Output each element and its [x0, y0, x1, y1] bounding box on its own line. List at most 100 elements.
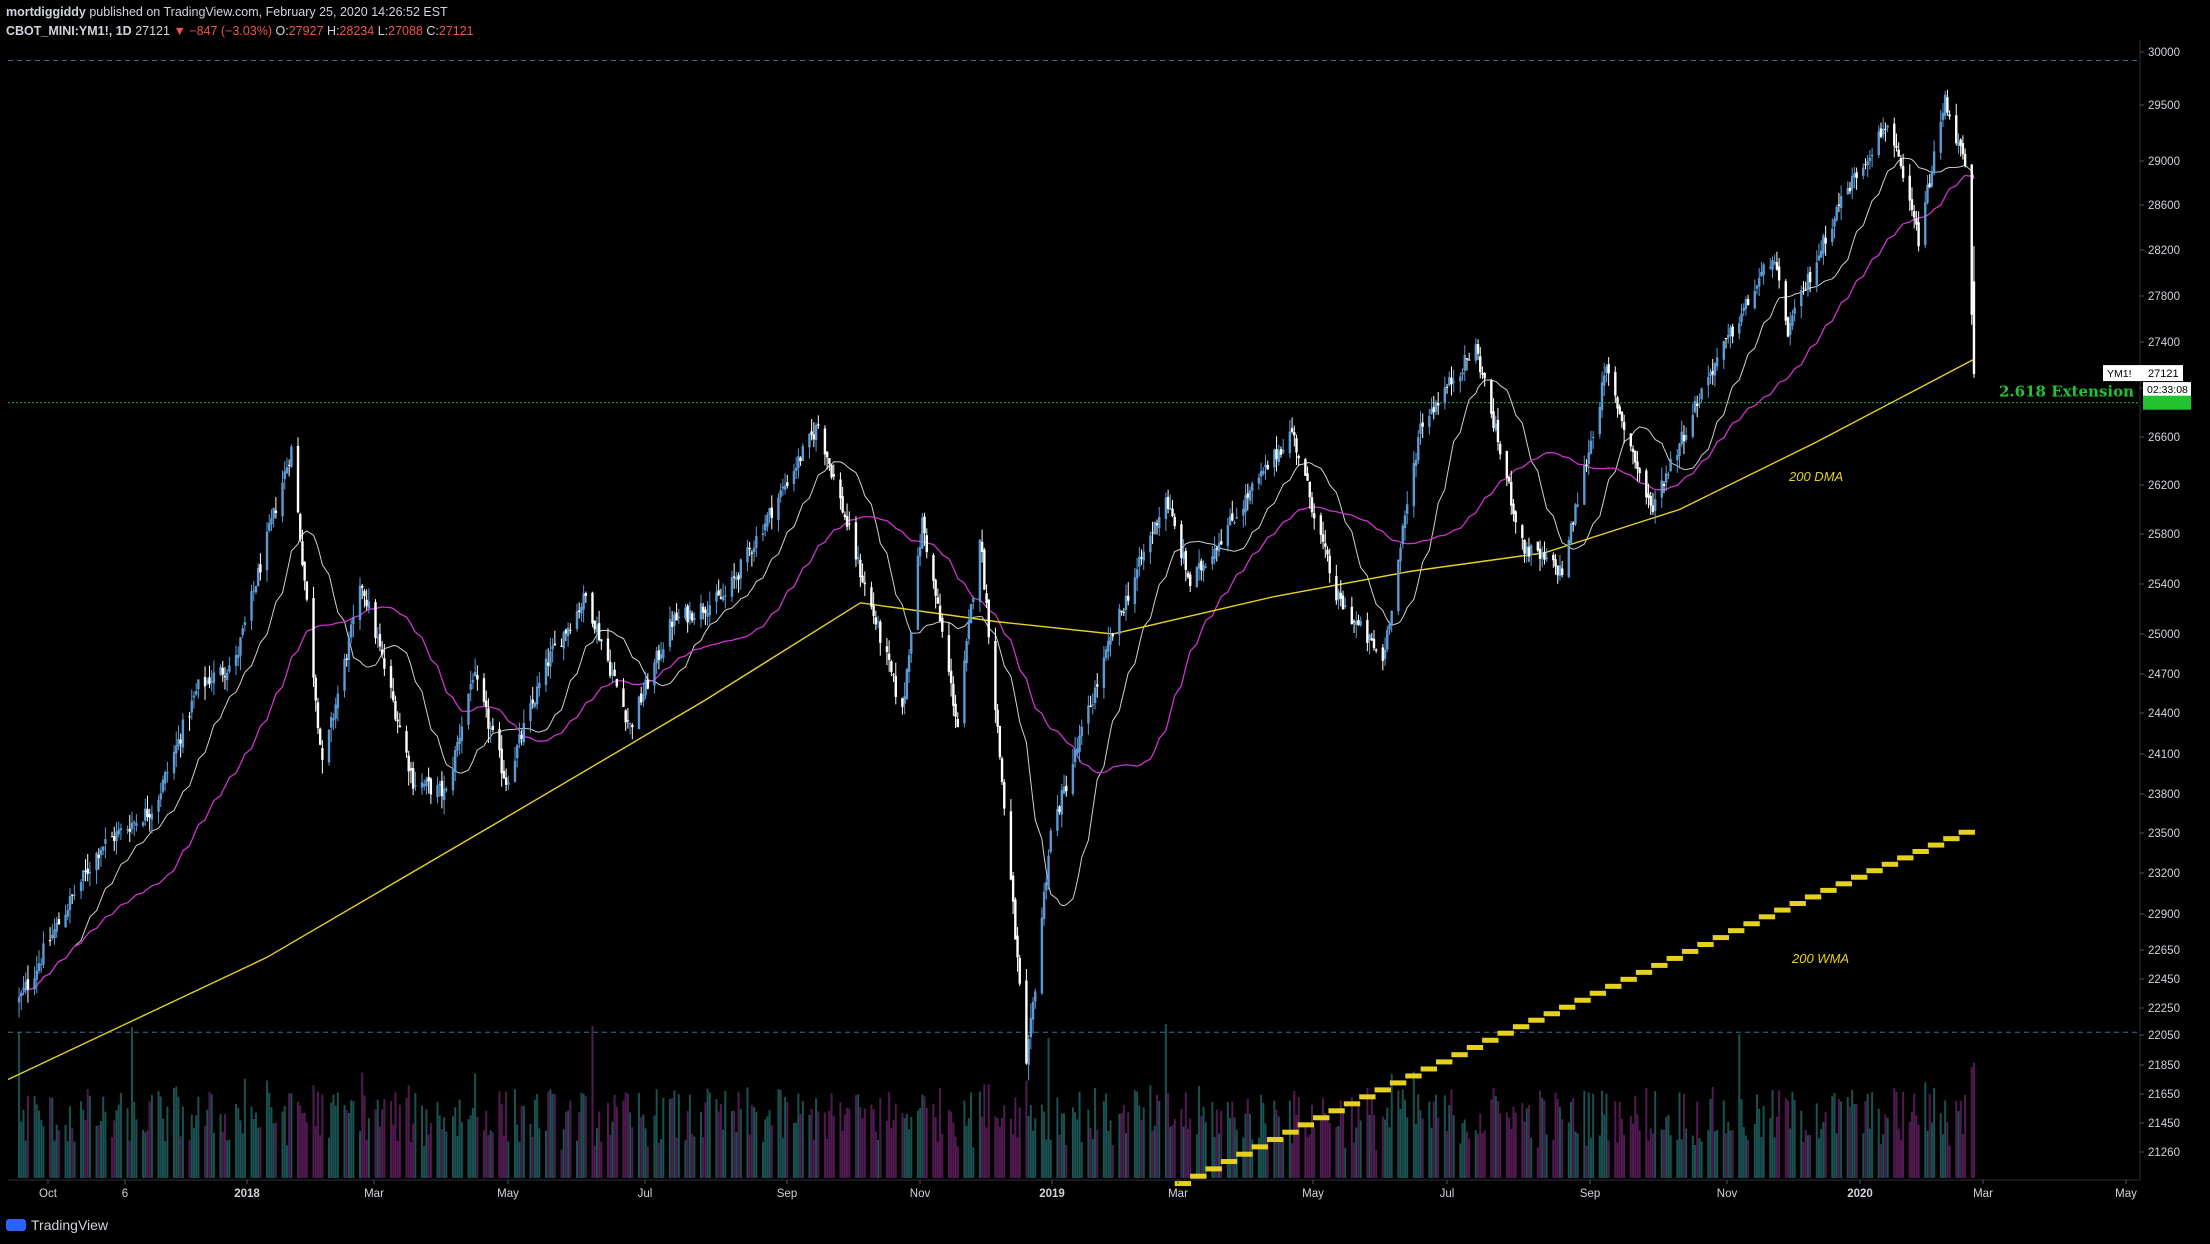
volume-bar — [892, 1119, 895, 1178]
candle-body — [1682, 434, 1686, 442]
volume-bar — [374, 1109, 377, 1178]
candle-body — [55, 922, 58, 932]
volume-bar — [1461, 1122, 1464, 1178]
volume-bar — [113, 1120, 116, 1178]
candle-body — [1226, 524, 1230, 547]
candle-body — [458, 737, 461, 744]
candle-body — [1324, 543, 1327, 547]
candle-body — [1091, 704, 1095, 706]
candle-body — [1943, 94, 1947, 116]
chart-labels: 2.618 Extension 200 DMA 200 WMA — [1788, 383, 2134, 966]
candle-body — [429, 778, 433, 795]
volume-bar — [808, 1114, 811, 1178]
y-tick-label: 27800 — [2148, 291, 2180, 303]
moving-averages — [7, 157, 1975, 1081]
candle-body — [783, 485, 787, 490]
volume-bar — [37, 1110, 40, 1178]
candle-body — [566, 627, 570, 637]
candle-body — [48, 940, 52, 942]
volume-bar — [1065, 1144, 1068, 1178]
volume-bar — [766, 1116, 769, 1178]
volume-bar — [770, 1125, 773, 1178]
candle-body — [1436, 403, 1440, 406]
candle-body — [994, 640, 997, 711]
candle-body — [544, 658, 548, 685]
candle-body — [42, 943, 45, 965]
candle-body — [228, 665, 231, 672]
volume-bar — [1153, 1125, 1156, 1178]
candle-body — [1600, 382, 1604, 411]
price-change: −847 (−3.03%) — [189, 24, 272, 38]
wma-step — [1620, 976, 1637, 982]
candle-body — [392, 691, 395, 701]
volume-bar — [691, 1133, 694, 1178]
candle-body — [1846, 188, 1849, 195]
volume-bar — [438, 1115, 441, 1178]
candle-body — [1200, 560, 1203, 571]
candle-body — [1211, 556, 1214, 565]
volume-bar — [1434, 1094, 1437, 1178]
candle-body — [564, 629, 568, 634]
candle-body — [923, 516, 926, 534]
volume-bar — [553, 1093, 556, 1178]
volume-bar — [407, 1085, 410, 1178]
tradingview-logo[interactable]: TradingView — [6, 1217, 108, 1233]
volume-bar — [1620, 1118, 1623, 1178]
volume-bar — [1536, 1147, 1539, 1178]
candle-body — [1715, 357, 1719, 367]
candle-body — [427, 776, 430, 782]
volume-bar — [1477, 1133, 1480, 1178]
volume-bar — [40, 1120, 43, 1178]
price-chart[interactable]: 2.618 Extension 200 DMA 200 WMA 30000 29500… — [0, 0, 2210, 1206]
volume-bar — [1884, 1114, 1887, 1178]
volume-bar — [1045, 1139, 1048, 1178]
volume-bar — [1722, 1100, 1725, 1178]
candle-body — [1899, 158, 1903, 167]
candle-body — [281, 482, 284, 517]
volume-bar — [1561, 1119, 1564, 1178]
candle-body — [874, 617, 878, 625]
volume-bar — [409, 1142, 412, 1178]
volume-bar — [1713, 1131, 1716, 1178]
candle-body — [1047, 855, 1050, 886]
candle-body — [693, 617, 696, 621]
author-name[interactable]: mortdiggiddy — [6, 5, 86, 19]
candle-body — [1045, 882, 1048, 891]
volume-bar — [1187, 1128, 1190, 1178]
volume-bar — [1375, 1150, 1378, 1178]
candle-body — [190, 700, 193, 713]
volume-bar — [314, 1125, 317, 1178]
candle-body — [580, 607, 583, 614]
candle-body — [538, 682, 541, 689]
volume-bar — [126, 1108, 129, 1178]
ma-50-line — [18, 174, 1975, 999]
volume-bar — [332, 1094, 335, 1178]
y-tick-label: 22250 — [2148, 1003, 2180, 1015]
volume-bar — [518, 1141, 521, 1178]
x-tick-label: May — [497, 1188, 519, 1200]
volume-bar — [947, 1110, 950, 1178]
volume-bar — [1027, 1115, 1030, 1178]
candle-body — [1662, 483, 1666, 486]
x-tick-label: Nov — [910, 1188, 931, 1200]
volume-bar — [841, 1130, 844, 1178]
volume-bar — [1899, 1139, 1902, 1178]
candle-body — [210, 681, 213, 683]
candle-body — [1443, 387, 1447, 404]
candle-body — [239, 637, 242, 656]
candle-body — [71, 894, 74, 896]
symbol-label[interactable]: CBOT_MINI:YM1!, 1D — [6, 24, 132, 38]
volume-bar — [1251, 1139, 1254, 1178]
candle-body — [1583, 465, 1586, 505]
volume-bar — [1939, 1113, 1942, 1178]
candle-body — [206, 680, 209, 684]
candle-body — [626, 720, 630, 722]
volume-bar — [71, 1128, 74, 1178]
candle-body — [334, 704, 337, 719]
volume-bar — [653, 1115, 656, 1178]
candle-body — [1901, 165, 1905, 178]
candle-body — [1970, 164, 1973, 315]
volume-bar — [1552, 1139, 1555, 1178]
candle-body — [1452, 381, 1455, 383]
candle-body — [1740, 313, 1743, 323]
